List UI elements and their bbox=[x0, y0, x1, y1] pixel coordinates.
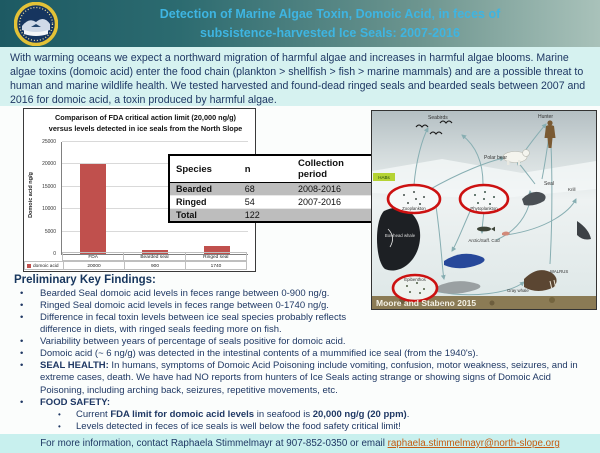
page-title: Detection of Marine Algae Toxin, Domoic … bbox=[70, 5, 590, 44]
gridline bbox=[62, 163, 248, 165]
north-slope-borough-logo-icon bbox=[13, 1, 59, 51]
gray-whale-label: Gray whale bbox=[507, 288, 529, 293]
species-table-row: Bearded 68 2008-2016 bbox=[169, 182, 374, 196]
finding-bullet: Levels detected in feces of ice seals is… bbox=[14, 421, 592, 433]
bowhead-whale-icon bbox=[376, 207, 421, 271]
species-column-header: Species bbox=[169, 155, 239, 183]
chart-data-table: FDA Bearded seal Ringed seal domoic acid 200… bbox=[24, 252, 247, 270]
findings-list: Bearded Seal domoic acid levels in feces… bbox=[0, 288, 600, 433]
krill-icon bbox=[502, 231, 510, 236]
chart-y-ticks: 0 5000 10000 15000 20000 25000 bbox=[24, 139, 58, 257]
collection-period-column-header: Collection period bbox=[291, 155, 374, 183]
y-tick-label: 25000 bbox=[42, 139, 56, 145]
y-tick-label: 20000 bbox=[42, 161, 56, 168]
species-table: Species n Collection period Bearded 68 200… bbox=[168, 154, 375, 223]
y-tick-label: 5000 bbox=[44, 228, 56, 235]
bar bbox=[80, 164, 106, 254]
chart-legend: domoic acid bbox=[24, 261, 63, 270]
x-category-label: Ringed seal bbox=[184, 252, 247, 261]
zooplankton-node: Zooplankton bbox=[386, 183, 442, 215]
gridline bbox=[62, 230, 248, 232]
finding-bullet: Current FDA limit for domoic acid levels… bbox=[14, 409, 592, 421]
species-table-cell: Ringed bbox=[176, 197, 207, 207]
seal-icon bbox=[522, 191, 591, 240]
species-table-cell: 122 bbox=[244, 210, 260, 220]
habs-chip: HABs bbox=[373, 173, 395, 181]
gray-whale-icon bbox=[436, 281, 481, 294]
bowhead-whale-label: Bowhead whale bbox=[385, 233, 416, 238]
data-value-cell: 1740 bbox=[185, 261, 247, 270]
finding-bullet: Difference in fecal toxin levels between… bbox=[14, 312, 377, 336]
species-table-cell: 54 bbox=[244, 197, 255, 207]
y-tick-label: 15000 bbox=[42, 183, 56, 190]
cod-icon bbox=[477, 226, 495, 232]
gridline bbox=[62, 208, 248, 210]
seabirds-icon bbox=[415, 120, 453, 135]
page-title-line2: subsistence-harvested Ice Seals: 2007-20… bbox=[200, 26, 460, 41]
epibenthos-node: Epibenthos bbox=[391, 273, 439, 303]
krill-label: Krill bbox=[568, 187, 576, 192]
walrus-icon bbox=[524, 270, 557, 291]
gridline bbox=[62, 185, 248, 187]
data-value-cell: 20000 bbox=[63, 261, 124, 270]
species-table-cell bbox=[292, 209, 374, 223]
bar bbox=[142, 249, 168, 254]
finding-bullet: Domoic acid (~ 6 ng/g) was detected in t… bbox=[14, 348, 592, 360]
hunter-icon bbox=[544, 120, 556, 148]
header-banner: Detection of Marine Algae Toxin, Domoic … bbox=[0, 0, 600, 48]
chart-title: Comparison of FDA critical action limit … bbox=[48, 113, 243, 133]
y-tick-label: 0 bbox=[53, 251, 56, 257]
finding-bullet: SEAL HEALTH: In humans, symptoms of Domo… bbox=[14, 360, 592, 396]
gridline bbox=[62, 141, 248, 142]
key-findings-section: Preliminary Key Findings: Bearded Seal d… bbox=[0, 274, 600, 433]
polar-bear-label: Polar bear bbox=[484, 155, 507, 161]
x-category-label: Bearded seal bbox=[123, 252, 185, 261]
contact-text: For more information, contact Raphaela S… bbox=[40, 438, 388, 449]
beluga-icon bbox=[444, 253, 485, 269]
bar-column bbox=[186, 142, 248, 254]
bar-column bbox=[124, 142, 186, 254]
species-table-cell: 2007-2016 bbox=[297, 197, 342, 207]
species-table-body: Bearded 68 2008-2016 Ringed 54 2007-2016 Total… bbox=[169, 182, 374, 223]
n-column-header: n bbox=[238, 155, 292, 183]
key-findings-heading: Preliminary Key Findings: bbox=[14, 274, 156, 286]
contact-footer: For more information, contact Raphaela S… bbox=[0, 434, 600, 453]
finding-bullet: Bearded Seal domoic acid levels in feces… bbox=[14, 288, 377, 300]
finding-bullet: FOOD SAFETY: bbox=[14, 397, 592, 409]
seal-label: Seal bbox=[544, 181, 554, 187]
bar-column bbox=[62, 142, 124, 254]
cod-label: Arctic/Saff. Cod bbox=[468, 238, 500, 243]
finding-bullet: Variability between years of percentage … bbox=[14, 336, 377, 348]
legend-swatch-icon bbox=[27, 263, 31, 268]
species-table-header-row: Species n Collection period bbox=[169, 155, 374, 183]
chart-plot-area bbox=[61, 141, 248, 255]
contact-email-link[interactable]: raphaela.stimmelmayr@north-slope.org bbox=[387, 438, 560, 449]
data-value-cell: 900 bbox=[124, 261, 185, 270]
y-tick-label: 10000 bbox=[42, 206, 56, 213]
bar bbox=[204, 246, 230, 254]
species-table-row: Ringed 54 2007-2016 bbox=[169, 195, 374, 209]
walrus-label: WALRUS bbox=[550, 269, 568, 274]
polar-bear-icon bbox=[502, 149, 530, 165]
page-title-line1: Detection of Marine Algae Toxin, Domoic … bbox=[159, 7, 501, 21]
foodweb-citation: Moore and Stabeno 2015 bbox=[376, 298, 476, 308]
species-table-cell: Total bbox=[176, 210, 197, 220]
intro-paragraph: With warming oceans we expect a northwar… bbox=[0, 47, 600, 106]
zooplankton-label: Zooplankton bbox=[402, 206, 426, 211]
phytoplankton-label: Phytoplankton bbox=[470, 206, 498, 211]
species-table-cell: 2008-2016 bbox=[297, 184, 342, 194]
finding-bullet: Ringed Seal domoic acid levels in feces … bbox=[14, 300, 377, 312]
species-table-cell: Bearded bbox=[176, 184, 213, 194]
habs-label: HABs bbox=[378, 175, 390, 180]
foodweb-arrows bbox=[397, 123, 577, 296]
seabirds-label: Seabirds bbox=[428, 115, 448, 121]
foodweb-diagram: Seabirds Hunter Polar bear Seal bbox=[371, 110, 597, 310]
x-category-label: FDA bbox=[62, 252, 124, 261]
species-table-cell: 68 bbox=[244, 184, 255, 194]
phytoplankton-node: Phytoplankton bbox=[458, 183, 510, 215]
species-table-row: Total 122 bbox=[169, 208, 374, 223]
hunter-label: Hunter bbox=[538, 114, 553, 120]
epibenthos-label: Epibenthos bbox=[404, 277, 426, 282]
